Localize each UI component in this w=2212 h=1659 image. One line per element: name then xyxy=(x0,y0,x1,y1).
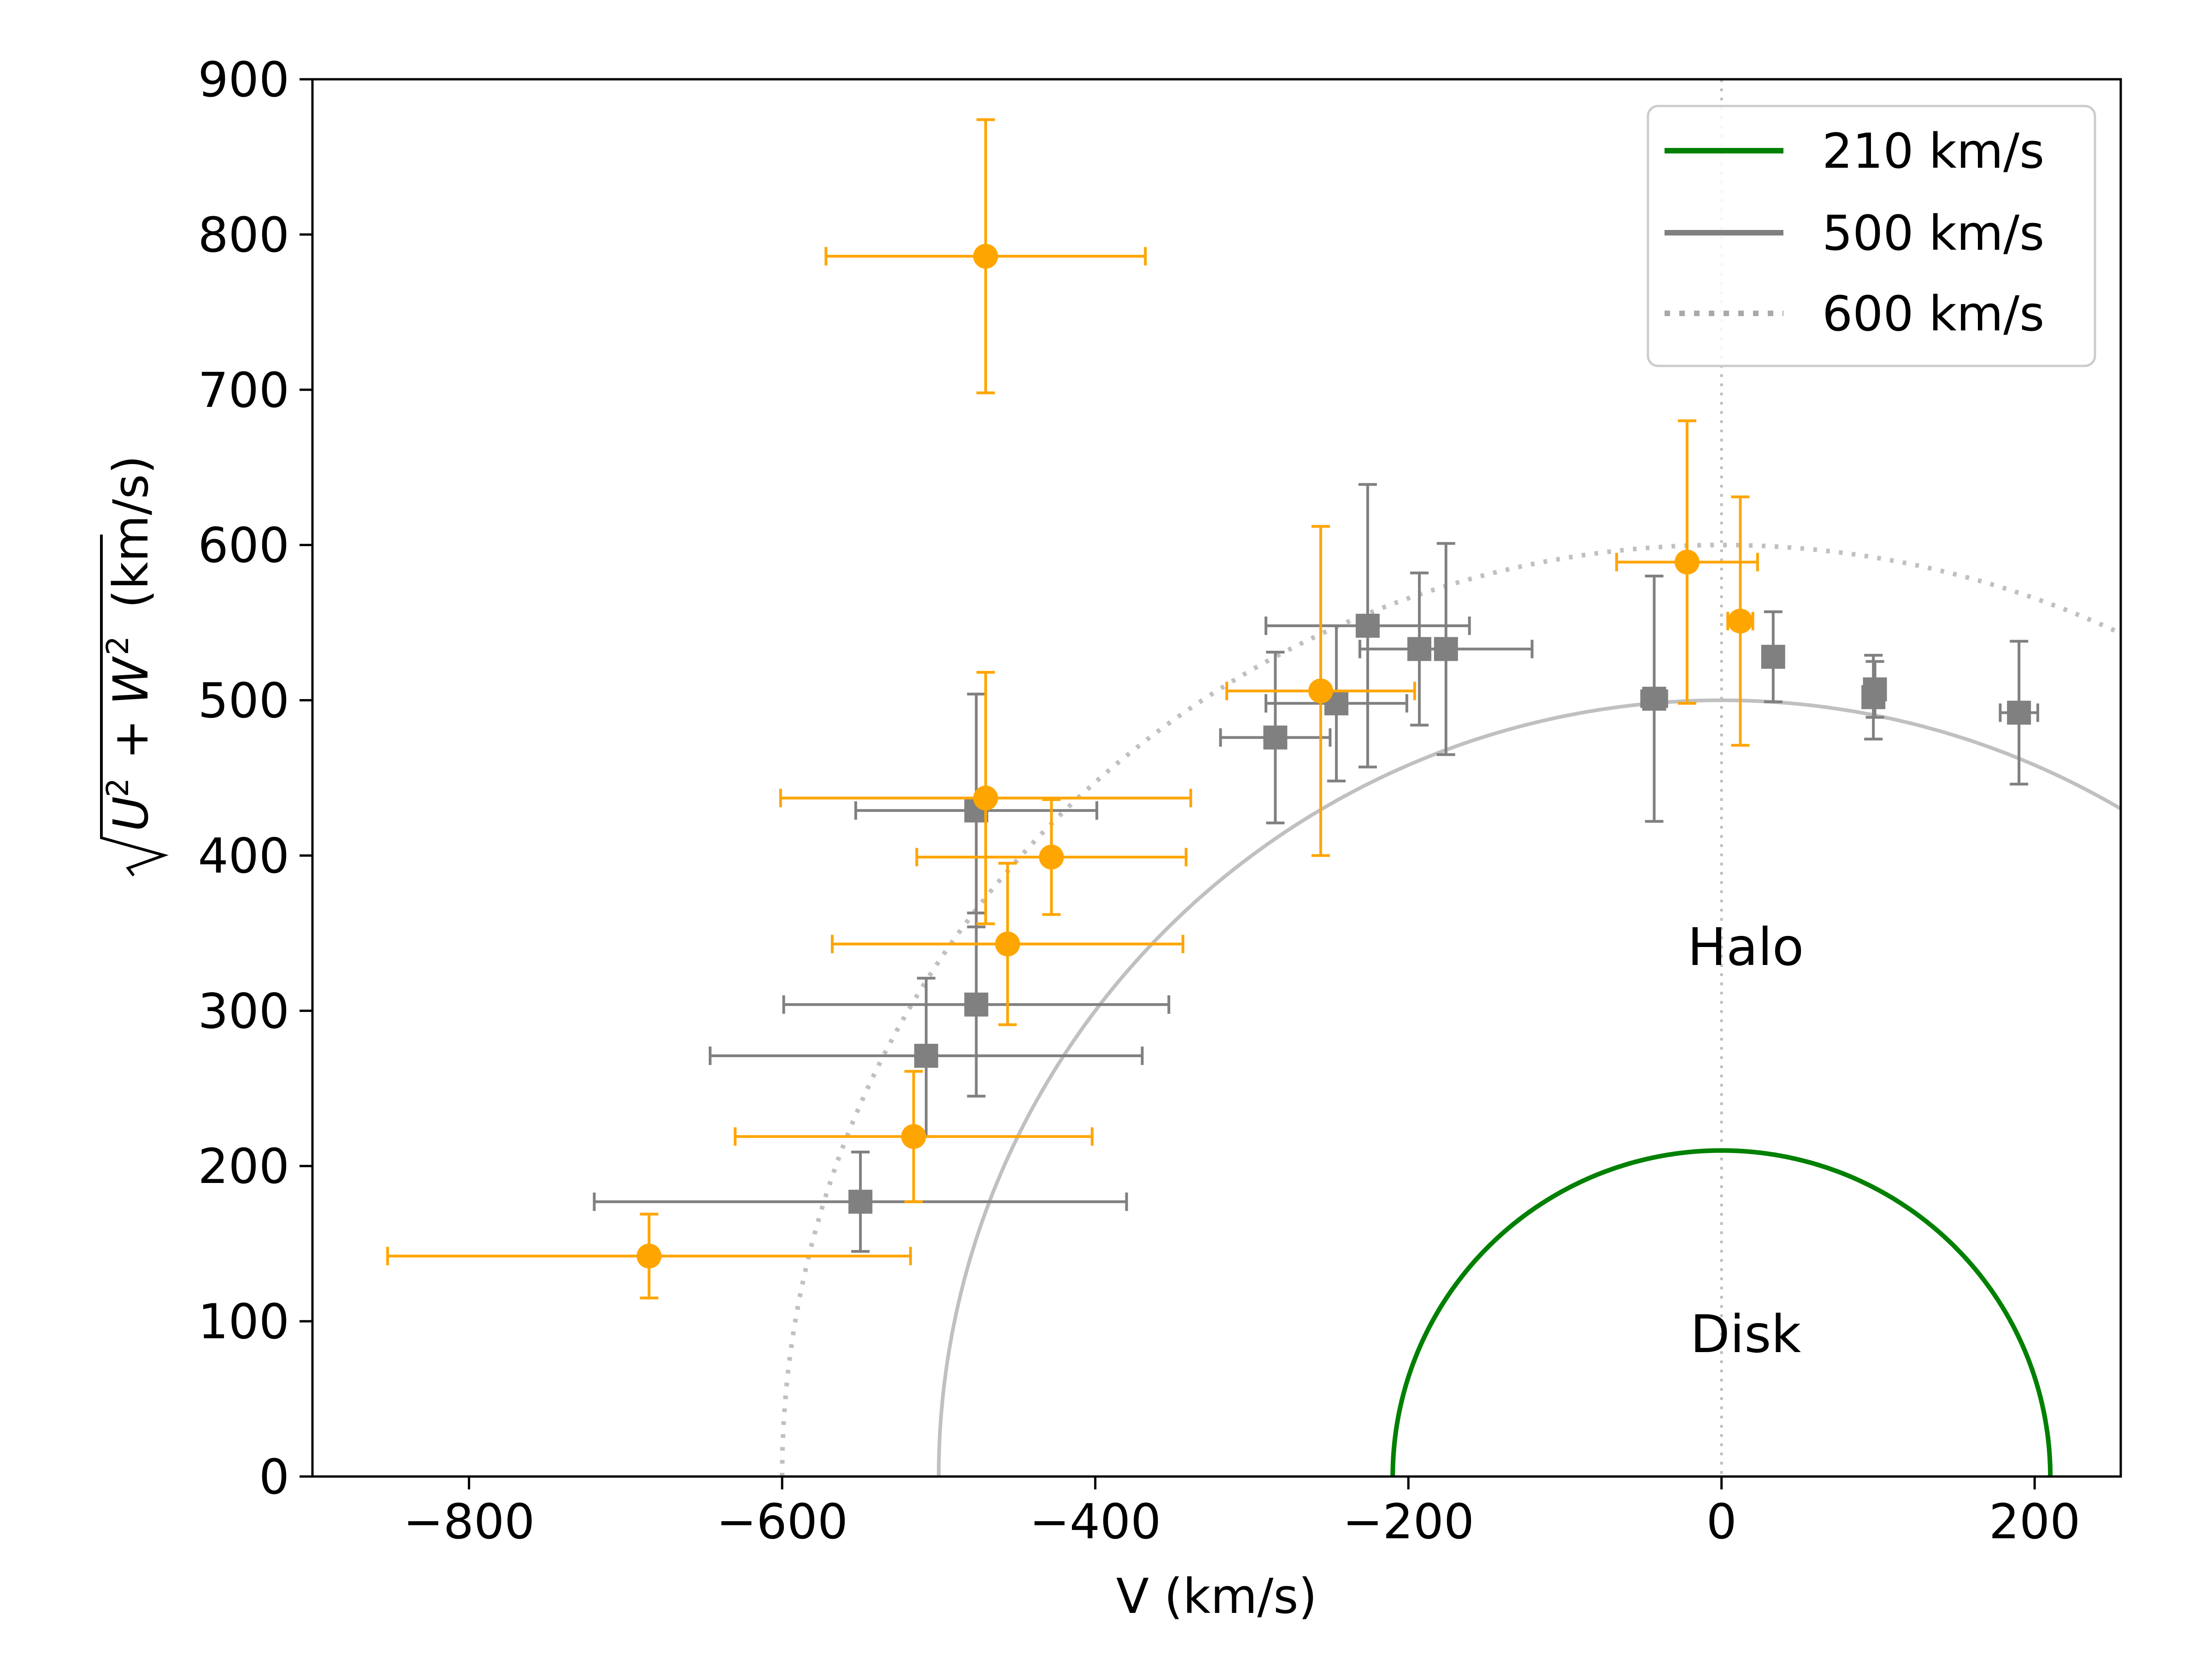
point-gray-13 xyxy=(1999,640,2039,786)
marker-circle xyxy=(1674,549,1700,575)
marker-square xyxy=(1263,725,1288,750)
point-orange-6 xyxy=(1225,525,1416,857)
y-axis-label-u: U xyxy=(103,796,159,831)
marker-circle xyxy=(901,1124,926,1149)
point-orange-7 xyxy=(1615,419,1759,705)
marker-square xyxy=(1761,645,1785,669)
y-tick-label: 800 xyxy=(198,207,289,263)
x-tick-label: −600 xyxy=(716,1494,848,1550)
x-tick-label: 200 xyxy=(1989,1494,2081,1550)
y-tick-label: 500 xyxy=(198,673,289,729)
x-tick-label: −400 xyxy=(1030,1494,1161,1550)
marker-circle xyxy=(973,785,998,811)
y-tick-label: 0 xyxy=(259,1449,289,1505)
point-orange-1 xyxy=(734,1070,1094,1203)
y-axis-label-units: (km/s) xyxy=(103,455,159,608)
annotation-halo: Halo xyxy=(1688,918,1804,977)
marker-circle xyxy=(1039,844,1064,870)
point-orange-0 xyxy=(386,1212,912,1300)
circle-500-kms xyxy=(937,698,2121,1477)
y-tick-label: 400 xyxy=(198,828,289,884)
svg-text:U 2 + W: U 2 + W 2 (km/s) xyxy=(83,455,159,831)
point-orange-5 xyxy=(824,118,1147,394)
x-axis-label: V (km/s) xyxy=(1116,1568,1317,1624)
legend-label-210: 210 km/s xyxy=(1822,123,2044,179)
y-tick-label: 700 xyxy=(198,362,289,418)
annotation-disk: Disk xyxy=(1690,1305,1801,1365)
circle-210-kms xyxy=(1390,1148,2053,1477)
y-tick-label: 900 xyxy=(198,52,289,108)
y-tick-label: 200 xyxy=(198,1138,289,1194)
point-orange-8 xyxy=(1726,495,1754,747)
marker-square xyxy=(914,1044,938,1068)
point-gray-0 xyxy=(593,1150,1128,1253)
marker-circle xyxy=(636,1243,662,1269)
y-tick-label: 600 xyxy=(198,518,289,574)
point-gray-9 xyxy=(1640,575,1668,823)
y-axis-label: U 2 + W 2 (km/s) xyxy=(83,455,169,877)
marker-square xyxy=(1863,677,1887,701)
marker-square xyxy=(964,992,988,1017)
y-tick-label: 300 xyxy=(198,983,289,1039)
y-axis-label-radical xyxy=(100,535,169,877)
point-gray-6 xyxy=(1265,483,1471,769)
marker-square xyxy=(1434,637,1458,661)
marker-square xyxy=(1642,687,1666,711)
point-orange-3 xyxy=(915,798,1188,916)
point-gray-8 xyxy=(1358,542,1534,756)
marker-circle xyxy=(1308,678,1333,704)
x-tick-label: 0 xyxy=(1706,1494,1737,1550)
legend-frame xyxy=(1647,105,2096,367)
marker-circle xyxy=(1728,608,1753,634)
point-orange-4 xyxy=(779,671,1192,925)
point-orange-2 xyxy=(830,862,1184,1026)
marker-circle xyxy=(995,931,1020,957)
legend-label-500: 500 km/s xyxy=(1822,205,2044,261)
point-gray-10 xyxy=(1761,610,1785,703)
point-gray-4 xyxy=(1219,651,1332,824)
marker-square xyxy=(1355,613,1380,638)
plot-area xyxy=(386,79,2121,1477)
x-tick-label: −200 xyxy=(1342,1494,1474,1550)
y-axis-label-plus: + xyxy=(103,719,159,759)
marker-circle xyxy=(973,244,998,269)
marker-square xyxy=(848,1189,873,1214)
x-tick-label: −800 xyxy=(403,1494,535,1550)
legend-label-600: 600 km/s xyxy=(1822,286,2044,342)
y-tick-label: 100 xyxy=(198,1294,289,1350)
y-axis-label-u-sup: 2 xyxy=(100,778,135,797)
point-gray-1 xyxy=(708,977,1144,1138)
plot-frame xyxy=(311,78,2122,1478)
legend: 210 km/s 500 km/s 600 km/s xyxy=(1647,105,2096,367)
marker-square xyxy=(2007,700,2031,725)
y-axis-label-w-sup: 2 xyxy=(100,636,135,655)
point-gray-12 xyxy=(1863,660,1887,719)
y-axis-label-w: W xyxy=(103,656,159,705)
axis-ticks: −800 −600 −400 −200 0 200 0 100 200 300 400 500 600 7… xyxy=(198,52,2080,1550)
